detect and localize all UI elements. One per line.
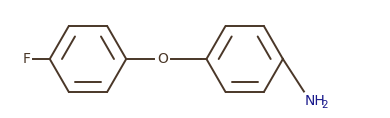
Text: F: F (23, 52, 31, 66)
Text: NH: NH (305, 94, 326, 108)
Text: O: O (157, 52, 168, 66)
Text: 2: 2 (321, 100, 328, 110)
